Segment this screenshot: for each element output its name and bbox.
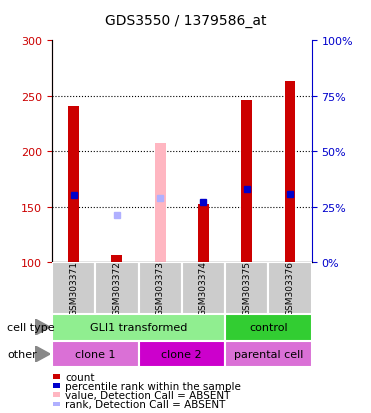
Bar xyxy=(225,341,312,368)
Text: control: control xyxy=(249,322,288,332)
Bar xyxy=(95,262,138,314)
Bar xyxy=(111,256,122,262)
Bar xyxy=(285,82,295,262)
Text: other: other xyxy=(7,349,37,359)
Bar xyxy=(52,314,225,341)
Text: GSM303371: GSM303371 xyxy=(69,261,78,316)
Bar xyxy=(53,383,60,388)
Bar xyxy=(268,262,312,314)
Bar xyxy=(241,101,252,262)
Bar xyxy=(53,374,60,379)
Text: GSM303374: GSM303374 xyxy=(199,261,208,316)
Text: parental cell: parental cell xyxy=(234,349,303,359)
Text: GSM303376: GSM303376 xyxy=(286,261,295,316)
Bar xyxy=(155,144,165,262)
Polygon shape xyxy=(35,319,50,335)
Text: GLI1 transformed: GLI1 transformed xyxy=(90,322,187,332)
Bar xyxy=(225,262,268,314)
Text: GSM303375: GSM303375 xyxy=(242,261,251,316)
Text: value, Detection Call = ABSENT: value, Detection Call = ABSENT xyxy=(65,390,230,400)
Text: clone 2: clone 2 xyxy=(161,349,202,359)
Bar xyxy=(52,341,138,368)
Bar xyxy=(138,341,225,368)
Bar xyxy=(138,262,182,314)
Text: clone 1: clone 1 xyxy=(75,349,115,359)
Polygon shape xyxy=(35,346,50,362)
Bar xyxy=(225,314,312,341)
Text: GDS3550 / 1379586_at: GDS3550 / 1379586_at xyxy=(105,14,266,28)
Text: rank, Detection Call = ABSENT: rank, Detection Call = ABSENT xyxy=(65,399,225,409)
Text: GSM303372: GSM303372 xyxy=(112,261,121,316)
Bar xyxy=(53,392,60,397)
Text: cell type: cell type xyxy=(7,322,55,332)
Text: GSM303373: GSM303373 xyxy=(156,261,165,316)
Bar xyxy=(53,401,60,406)
Text: percentile rank within the sample: percentile rank within the sample xyxy=(65,381,241,391)
Text: count: count xyxy=(65,372,95,382)
Bar xyxy=(198,205,209,262)
Bar xyxy=(68,107,79,262)
Bar xyxy=(52,262,95,314)
Bar xyxy=(182,262,225,314)
